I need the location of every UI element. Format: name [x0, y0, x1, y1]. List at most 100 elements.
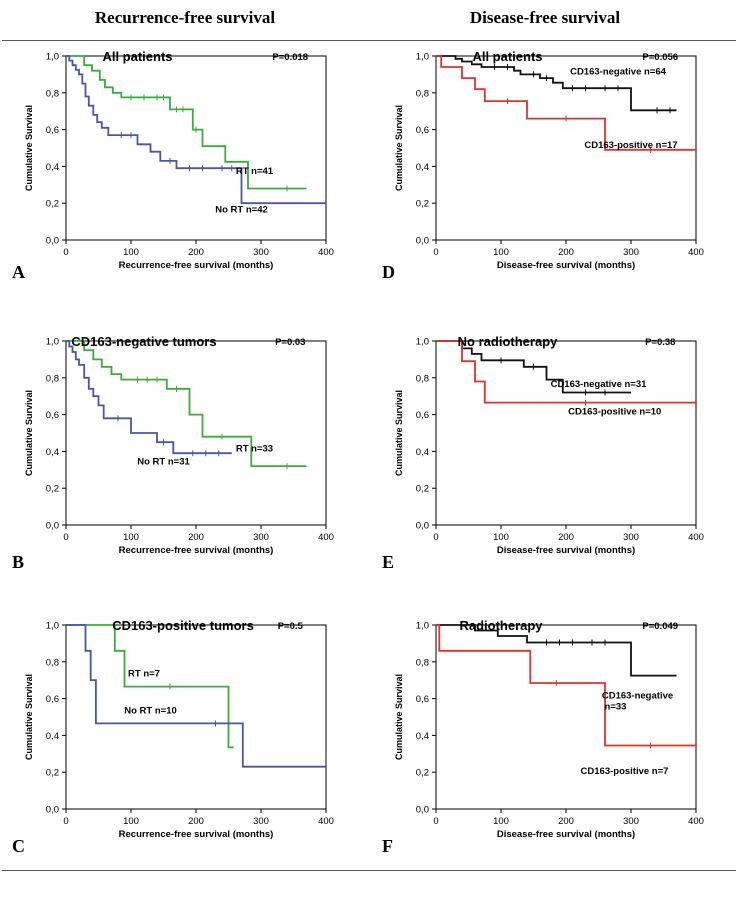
y-tick-label: 1,0 [416, 621, 429, 632]
y-tick-label: 0,0 [46, 521, 59, 532]
y-tick-label: 0,4 [46, 731, 59, 742]
plot-frame [65, 340, 327, 526]
x-tick-label: 0 [63, 247, 68, 258]
p-value: P=0.018 [272, 52, 308, 63]
panel-letter-A: A [12, 262, 25, 282]
y-tick-label: 0,8 [46, 657, 59, 668]
y-tick-label: 0,8 [416, 88, 429, 99]
series-label: No RT n=10 [124, 705, 177, 716]
x-axis-label: Recurrence-free survival (months) [119, 260, 274, 271]
x-tick-label: 100 [493, 532, 509, 543]
survival-curve-cd163-negative [436, 624, 677, 677]
x-tick-label: 400 [688, 816, 704, 827]
panel-title: All patients [472, 49, 542, 64]
survival-curve-cd163-positive [436, 624, 696, 747]
y-axis-label: Cumulative Survival [394, 105, 404, 191]
x-tick-label: 300 [623, 816, 639, 827]
km-chart-C: 0,0 0,2 0,4 0,6 0,8 1,0 0 100 200 300 400 Recurrenc… [24, 618, 334, 840]
x-tick-label: 200 [558, 247, 574, 258]
y-tick-label: 0,6 [46, 694, 59, 705]
x-tick-label: 200 [558, 532, 574, 543]
km-chart-B: 0,0 0,2 0,4 0,6 0,8 1,0 0 100 200 300 400 Recurrenc… [24, 334, 334, 556]
y-axis-label: Cumulative Survival [394, 390, 404, 476]
series-label-n: n=33 [605, 702, 627, 713]
x-tick-label: 300 [253, 247, 269, 258]
x-tick-label: 100 [123, 247, 139, 258]
y-tick-label: 1,0 [416, 337, 429, 348]
panel-letter-E: E [382, 552, 395, 572]
bottom-rule [2, 870, 736, 871]
x-tick-label: 200 [188, 532, 204, 543]
km-panel-E: 0,0 0,2 0,4 0,6 0,8 1,0 0 100 200 300 400 Disease-f… [378, 333, 730, 593]
y-tick-label: 0,0 [46, 236, 59, 247]
y-tick-label: 0,2 [416, 199, 429, 210]
x-tick-label: 200 [188, 247, 204, 258]
x-tick-label: 300 [253, 816, 269, 827]
km-chart-F: 0,0 0,2 0,4 0,6 0,8 1,0 0 100 200 300 400 Disease-f… [394, 618, 704, 840]
survival-curve-no-rt [66, 340, 232, 455]
p-value: P=0.5 [278, 621, 304, 632]
x-axis-label: Disease-free survival (months) [497, 829, 635, 840]
x-tick-label: 0 [63, 532, 68, 543]
series-label: CD163-negative n=64 [570, 66, 667, 77]
x-tick-label: 400 [318, 816, 334, 827]
x-axis-label: Disease-free survival (months) [497, 545, 635, 556]
y-tick-label: 1,0 [46, 52, 59, 63]
y-tick-label: 0,2 [46, 484, 59, 495]
series-label: No RT n=31 [137, 456, 190, 467]
top-rule [2, 40, 736, 41]
x-tick-label: 0 [433, 816, 438, 827]
x-tick-label: 200 [188, 816, 204, 827]
y-axis-label: Cumulative Survival [24, 105, 34, 191]
series-label: RT n=41 [236, 166, 274, 177]
series-label: CD163-positive n=7 [581, 766, 669, 777]
x-tick-label: 100 [123, 816, 139, 827]
y-tick-label: 0,6 [46, 410, 59, 421]
x-tick-label: 300 [623, 532, 639, 543]
x-tick-label: 100 [123, 532, 139, 543]
y-tick-label: 0,8 [416, 373, 429, 384]
km-panel-C: 0,0 0,2 0,4 0,6 0,8 1,0 0 100 200 300 400 Recurrenc… [8, 617, 360, 877]
panel-letter-C: C [12, 836, 25, 856]
y-tick-label: 0,0 [416, 236, 429, 247]
series-label: CD163-negative [602, 691, 673, 702]
series-label: CD163-negative n=31 [551, 379, 648, 390]
plot-frame [435, 624, 697, 810]
x-axis-label: Recurrence-free survival (months) [119, 545, 274, 556]
series-label: RT n=33 [236, 443, 273, 454]
km-panel-F: 0,0 0,2 0,4 0,6 0,8 1,0 0 100 200 300 400 Disease-f… [378, 617, 730, 877]
km-chart-A: 0,0 0,2 0,4 0,6 0,8 1,0 0 100 200 300 400 Recurrenc… [24, 49, 334, 271]
survival-curve-rt [66, 624, 234, 749]
y-tick-label: 0,8 [46, 373, 59, 384]
y-tick-label: 0,4 [416, 447, 429, 458]
y-tick-label: 0,2 [416, 768, 429, 779]
survival-curve-rt [66, 55, 307, 190]
panel-letter-D: D [382, 262, 395, 282]
x-tick-label: 300 [253, 532, 269, 543]
y-tick-label: 0,2 [46, 199, 59, 210]
x-tick-label: 400 [688, 247, 704, 258]
y-axis-label: Cumulative Survival [24, 674, 34, 760]
p-value: P=0.056 [642, 52, 678, 63]
panel-letter-B: B [12, 552, 25, 572]
y-tick-label: 0,6 [416, 410, 429, 421]
y-tick-label: 1,0 [46, 337, 59, 348]
p-value: P=0.03 [275, 337, 305, 348]
y-tick-label: 0,0 [416, 805, 429, 816]
panel-title: Radiotherapy [459, 618, 543, 633]
series-label: CD163-positive n=10 [568, 407, 661, 418]
x-tick-label: 0 [63, 816, 68, 827]
survival-curve-cd163-negative [436, 340, 631, 394]
km-chart-E: 0,0 0,2 0,4 0,6 0,8 1,0 0 100 200 300 400 Disease-f… [394, 334, 704, 556]
panel-title: No radiotherapy [458, 334, 558, 349]
y-tick-label: 0,2 [416, 484, 429, 495]
y-tick-label: 0,4 [416, 731, 429, 742]
series-label: RT n=7 [128, 669, 160, 680]
panel-title: All patients [102, 49, 172, 64]
y-tick-label: 0,4 [46, 162, 59, 173]
survival-curve-cd163-positive [436, 340, 696, 404]
y-tick-label: 0,0 [46, 805, 59, 816]
x-tick-label: 200 [558, 816, 574, 827]
plot-frame [65, 624, 327, 810]
y-tick-label: 0,8 [416, 657, 429, 668]
